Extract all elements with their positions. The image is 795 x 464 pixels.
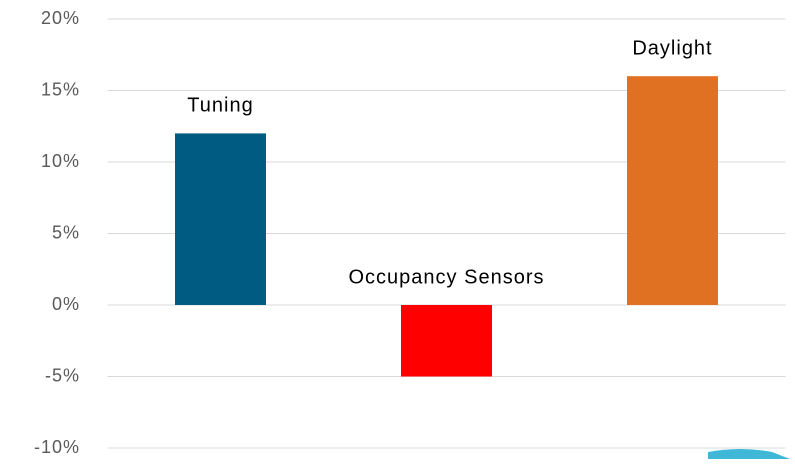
y-tick-label: 20%: [41, 8, 80, 28]
bar: [627, 76, 718, 305]
y-tick-label: -5%: [45, 365, 80, 385]
y-tick-label: -10%: [34, 437, 80, 457]
y-tick-label: 15%: [41, 79, 80, 99]
category-label: Daylight: [632, 37, 712, 59]
y-tick-label: 0%: [52, 294, 80, 314]
logo-fragment: [708, 449, 790, 459]
y-tick-label: 5%: [52, 222, 80, 242]
bar: [401, 305, 492, 377]
bar: [175, 133, 266, 305]
category-label: Tuning: [187, 95, 253, 117]
y-tick-label: 10%: [41, 151, 80, 171]
category-label: Occupancy Sensors: [349, 266, 545, 288]
